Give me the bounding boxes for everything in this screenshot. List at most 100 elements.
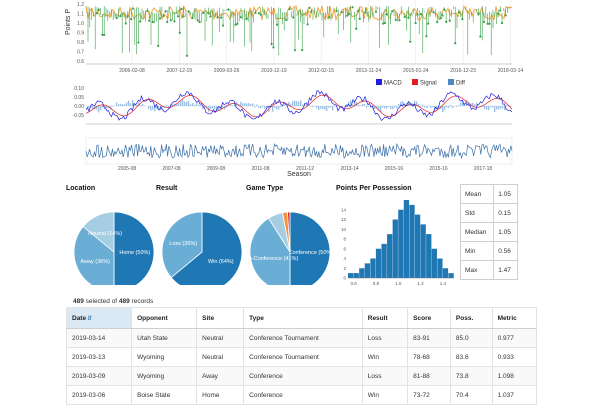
- stat-value: 1.05: [493, 222, 518, 242]
- table-row[interactable]: 2019-03-13 Wyoming Neutral Conference Tourn…: [65, 347, 538, 367]
- signal-line: [85, 94, 513, 118]
- overview-line: [85, 142, 513, 160]
- ts-ytick-label: 1.0: [77, 21, 84, 27]
- ts-ytick-label: 0.6: [77, 59, 84, 65]
- macd-line: [85, 90, 513, 122]
- hist-bar: [420, 224, 426, 279]
- table-cell: Win: [361, 347, 408, 367]
- stats-row: Median 1.05: [459, 222, 518, 242]
- ov-xtick-label: 2009-08: [207, 166, 226, 172]
- column-header-site[interactable]: Site: [196, 307, 244, 329]
- pie-slice[interactable]: [113, 211, 155, 285]
- hist-bar: [353, 273, 359, 279]
- column-header-label: Type: [249, 314, 264, 322]
- pie-slice-label: Loss (36%): [169, 241, 197, 247]
- pie-result: Result Win (64%) Loss (36%): [156, 185, 243, 285]
- table-cell: 0.933: [491, 347, 538, 367]
- hist-bar: [448, 273, 454, 279]
- column-header-metric[interactable]: Metric: [491, 307, 538, 329]
- season-overview-chart[interactable]: 2005-08 2007-08 2009-08 2011-08 2011-12 2013-…: [0, 134, 603, 178]
- table-cell: Away: [196, 366, 244, 386]
- ts-xtick-label: 2018-03-14: [498, 68, 524, 74]
- table-cell: 85.0: [449, 328, 493, 348]
- macd-chart[interactable]: MACD Signal Diff 0.10 0.05 0.00 -0.05: [0, 76, 603, 132]
- table-cell: 1.098: [491, 366, 538, 386]
- hist-bar: [364, 263, 371, 279]
- ov-xtick-label: 2017-18: [474, 166, 493, 172]
- sort-desc-icon[interactable]: ⇵: [87, 315, 93, 322]
- points-timeseries-chart[interactable]: Points P 1.2 1.1 1.0 0.9 0.8 0.7 0.6 2006-02-0…: [0, 0, 603, 82]
- hist-ytick-label: 6: [343, 246, 346, 251]
- hist-ytick-label: 4: [343, 256, 346, 261]
- ts-xtick-label: 2010-12-19: [261, 68, 287, 74]
- hist-xtick-label: 1.4: [440, 281, 447, 286]
- pie-slice-label: Home (50%): [119, 250, 150, 256]
- hist-bar: [348, 273, 354, 279]
- table-cell: 73.8: [449, 366, 493, 386]
- column-header-label: Opponent: [137, 314, 168, 322]
- column-header-label: Site: [202, 314, 215, 322]
- legend-swatch: [448, 79, 454, 85]
- pie-slice-label: Conference (50%): [288, 250, 333, 256]
- records-count: 489 selected of 489 records: [73, 298, 153, 305]
- legend-label: MACD: [384, 81, 402, 87]
- table-row[interactable]: 2019-03-09 Wyoming Away Conference Loss 81-88…: [65, 366, 538, 386]
- column-header-label: Metric: [497, 314, 517, 322]
- table-cell: Neutral: [196, 347, 244, 367]
- pie-slice-label: Away (36%): [80, 259, 110, 265]
- table-cell: Conference Tournament: [243, 347, 363, 367]
- pie-slice[interactable]: [287, 211, 291, 253]
- stats-row: Min 0.56: [459, 241, 518, 261]
- stat-value: 0.15: [493, 203, 518, 223]
- stats-table: Mean 1.05 Std 0.15 Median 1.05 Min 0.56 Max 1.47: [459, 184, 518, 280]
- column-header-opponent[interactable]: Opponent: [131, 307, 197, 329]
- pie-slice[interactable]: [249, 217, 291, 285]
- ov-xtick-label: 2011-12: [296, 166, 314, 172]
- table-cell: Win: [361, 385, 408, 405]
- pie-title: Location: [66, 185, 95, 192]
- pie-slice[interactable]: [170, 211, 243, 285]
- table-cell: Wyoming: [131, 347, 197, 367]
- stat-value: 0.56: [493, 241, 518, 261]
- pie-slice[interactable]: [73, 225, 115, 286]
- hist-ytick-label: 12: [341, 217, 347, 222]
- column-header-poss[interactable]: Poss.: [449, 307, 493, 329]
- column-header-date[interactable]: Date⇵: [65, 307, 132, 329]
- column-header-score[interactable]: Score: [407, 307, 451, 329]
- column-header-label: Poss.: [455, 314, 474, 322]
- table-cell: Wyoming: [131, 366, 197, 386]
- table-cell: 81-88: [407, 366, 451, 386]
- macd-ytick-label: 0.00: [74, 104, 84, 110]
- table-cell: Conference: [243, 366, 363, 386]
- pie-slice[interactable]: [161, 211, 203, 279]
- table-row[interactable]: 2019-03-14 Utah State Neutral Conference To…: [65, 328, 538, 348]
- hist-xtick-label: 0.8: [373, 281, 380, 286]
- table-row[interactable]: 2019-03-06 Boise State Home Conference Win 73…: [65, 385, 538, 405]
- stats-row: Mean 1.05: [459, 184, 518, 204]
- pie-slice[interactable]: [82, 211, 115, 253]
- column-header-type[interactable]: Type: [243, 307, 363, 329]
- stats-row: Std 0.15: [459, 203, 518, 223]
- hist-bar: [409, 204, 415, 279]
- table-cell: 78-68: [407, 347, 451, 367]
- table-cell: Conference Tournament: [243, 328, 363, 348]
- legend-label: Signal: [420, 81, 437, 87]
- table-cell: 83-91: [407, 328, 451, 348]
- total-count: 489: [118, 298, 130, 305]
- stat-label: Min: [459, 241, 495, 261]
- timeseries-ylabel: Points P: [65, 9, 72, 35]
- pie-slice[interactable]: [289, 211, 331, 285]
- column-header-result[interactable]: Result: [361, 307, 408, 329]
- ov-xtick-label: 2013-14: [340, 166, 359, 172]
- pie-game-type: Game Type Conference (50%)Non-Conference …: [242, 185, 333, 285]
- hist-bar: [392, 219, 398, 278]
- ts-xtick-label: 2012-02-15: [308, 68, 334, 74]
- hist-xtick-label: 0.6: [350, 281, 357, 286]
- table-cell: Conference: [243, 385, 363, 405]
- macd-ytick-label: -0.05: [73, 113, 85, 119]
- ov-xtick-label: 2015-16: [429, 166, 448, 172]
- hist-bar: [403, 200, 410, 278]
- table-cell: 2019-03-06: [65, 385, 132, 405]
- table-cell: 1.037: [491, 385, 538, 405]
- ppp-histogram: Points Per Possession 0 2 4 6 8 10 12 14 0.6 0.8 1…: [336, 185, 454, 286]
